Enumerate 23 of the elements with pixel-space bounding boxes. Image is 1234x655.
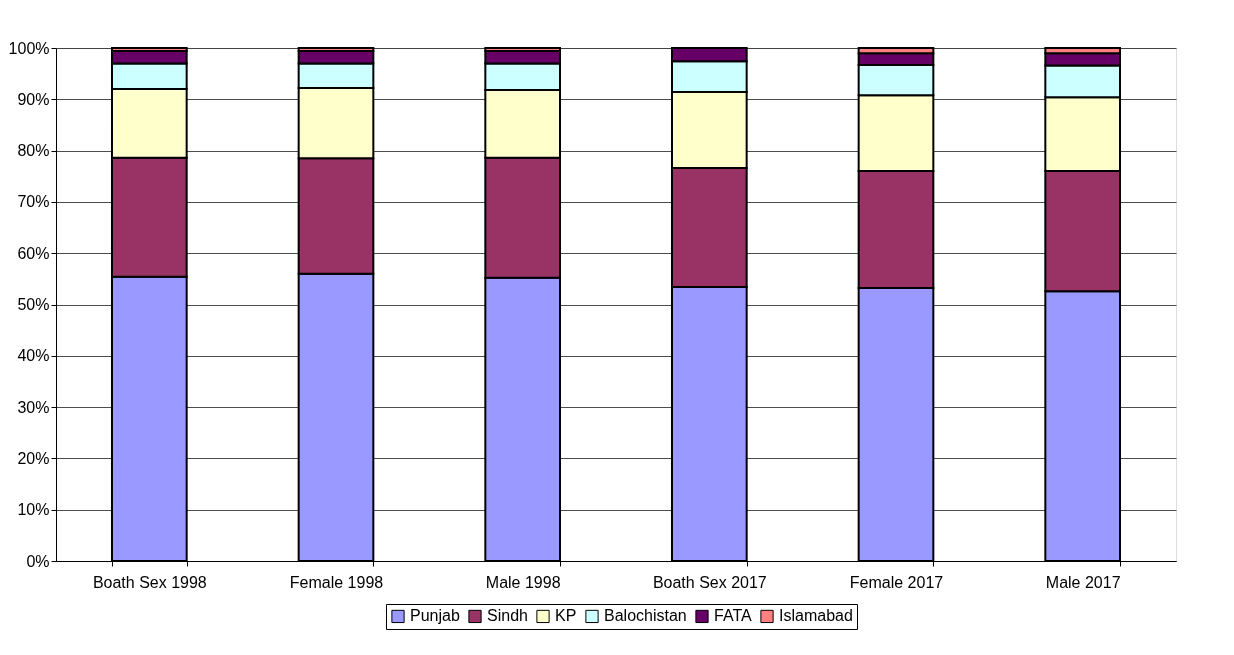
legend-label: Islamabad (779, 607, 853, 625)
legend-label: Sindh (487, 607, 528, 625)
y-tick-label: 0% (26, 552, 50, 570)
y-tick-label: 60% (17, 244, 50, 262)
legend-label: Balochistan (604, 607, 687, 625)
y-tick-label: 20% (17, 449, 50, 467)
x-tick-label: Male 2017 (1045, 573, 1121, 591)
x-tick-label: Female 2017 (849, 573, 944, 591)
y-tick-label: 30% (17, 398, 50, 416)
legend-label: FATA (714, 607, 752, 625)
y-tick-label: 100% (8, 39, 50, 57)
x-tick-label: Boath Sex 1998 (92, 573, 207, 591)
legend-label: Punjab (410, 607, 460, 625)
y-tick-label: 90% (17, 90, 50, 108)
legend-label: KP (555, 607, 577, 625)
x-tick-label: Boath Sex 2017 (652, 573, 767, 591)
x-tick-label: Female 1998 (289, 573, 384, 591)
y-tick-label: 10% (17, 501, 50, 519)
y-tick-label: 80% (17, 142, 50, 160)
y-tick-label: 70% (17, 193, 50, 211)
x-tick-label: Male 1998 (485, 573, 561, 591)
y-tick-label: 40% (17, 347, 50, 365)
y-tick-label: 50% (17, 296, 50, 313)
